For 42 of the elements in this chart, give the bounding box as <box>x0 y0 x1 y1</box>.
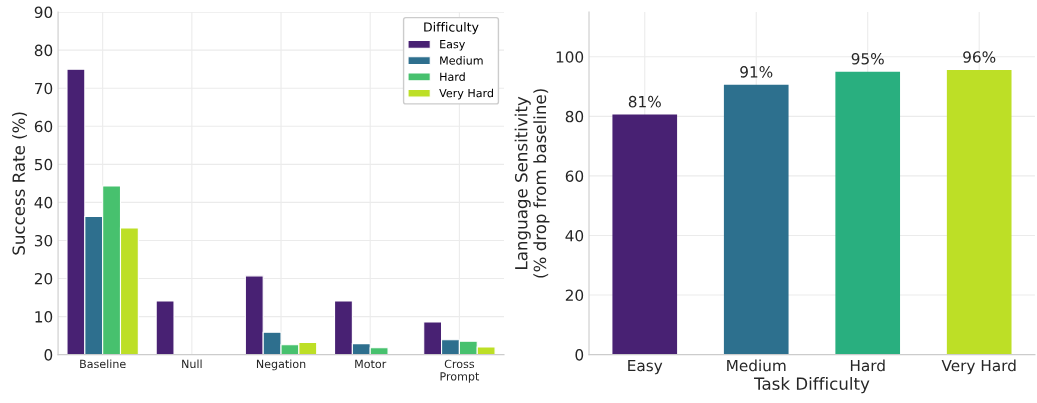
y-tick-label: 40 <box>565 229 584 242</box>
bar <box>612 114 678 355</box>
x-tick-label: Cross Prompt <box>440 359 480 383</box>
y-tick-label: 90 <box>34 6 53 19</box>
bar <box>155 300 175 355</box>
legend-label: Very Hard <box>439 88 493 100</box>
x-tick-label: Easy <box>628 359 663 375</box>
y-tick-label: 60 <box>34 120 53 133</box>
x-tick-label: Null <box>182 359 202 369</box>
x-tick-label: Hard <box>850 359 885 372</box>
x-tick-label: Very Hard <box>941 359 1016 375</box>
x-tick-label: Baseline <box>80 359 126 369</box>
y-tick-label: 50 <box>34 158 53 171</box>
y-axis-title: Language Sensitivity (% drop from baseline) <box>514 89 550 278</box>
y-tick-label: 20 <box>565 289 584 302</box>
legend-title: Difficulty <box>424 22 479 35</box>
x-tick-label: Motor <box>355 359 387 369</box>
legend-label: Hard <box>440 72 465 81</box>
y-tick-label: 20 <box>34 272 53 285</box>
x-axis-title: Task Difficulty <box>753 377 870 394</box>
y-tick-label: 70 <box>35 82 53 95</box>
bar <box>723 84 789 355</box>
x-tick-label: Medium <box>727 359 786 372</box>
data-label: 81% <box>628 95 661 108</box>
data-label: 95% <box>851 52 884 65</box>
data-label: 96% <box>963 51 996 63</box>
y-tick-label: 80 <box>565 110 584 123</box>
y-tick-label: 80 <box>34 44 53 57</box>
y-tick-label: 30 <box>34 234 53 247</box>
y-tick-label: 100 <box>556 51 584 63</box>
legend-label: Easy <box>440 40 465 51</box>
y-tick-label: 10 <box>35 311 53 323</box>
bar <box>835 71 901 355</box>
legend-label: Medium <box>440 56 483 65</box>
y-tick-label: 60 <box>565 170 584 182</box>
x-tick-label: Negation <box>256 359 306 371</box>
y-tick-label: 40 <box>34 196 53 209</box>
y-axis-title: Success Rate (%) <box>12 112 27 255</box>
bar <box>946 69 1012 355</box>
data-label: 91% <box>740 66 773 78</box>
y-tick-label: 0 <box>575 349 584 361</box>
y-tick-label: 0 <box>44 349 53 361</box>
